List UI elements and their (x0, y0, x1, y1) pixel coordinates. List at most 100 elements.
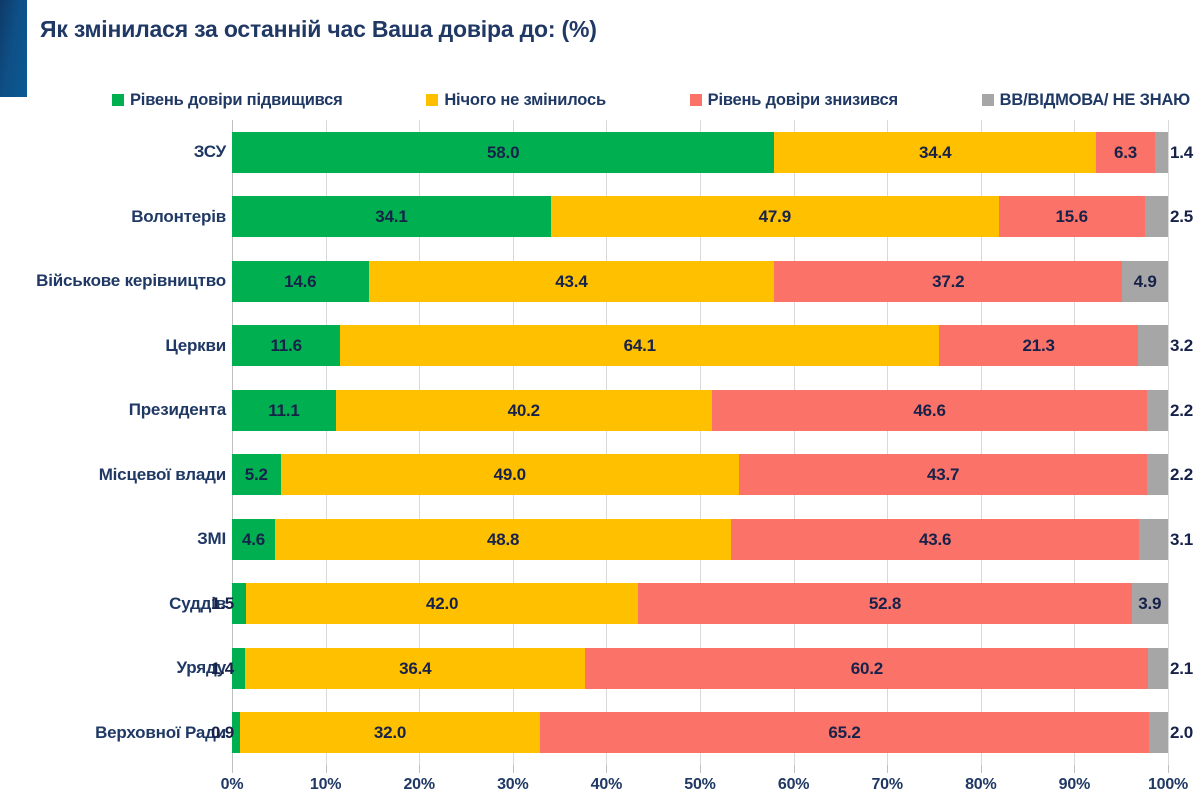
x-axis-tick-label: 30% (497, 776, 529, 793)
legend-swatch-gray (981, 94, 994, 106)
bar-value-label: 4.9 (1133, 271, 1157, 291)
chart-title: Як змінилася за останній час Ваша довіра… (40, 16, 597, 42)
bar-segment[interactable]: 2.0 (1149, 712, 1193, 754)
bar-segment[interactable]: 34.4 (774, 131, 1097, 173)
legend-item-0[interactable]: Рівень довіри підвищився (112, 91, 343, 110)
x-axis-tick-label: 40% (590, 776, 623, 793)
bar-value-label: 15.6 (1055, 207, 1088, 227)
stacked-bar-plot-area: 58.0 34.4 6.3 1.4 34.1 47.9 15.6 2.5 14.6 43.4 37.… (211, 120, 1193, 765)
gridline-30 (512, 120, 514, 765)
legend-item-label: Рівень довіри знизився (707, 90, 898, 109)
legend-item-2[interactable]: Рівень довіри знизився (689, 90, 898, 110)
bar-value-label: 34.4 (919, 142, 952, 162)
bar-row[interactable]: 34.1 47.9 15.6 2.5 (232, 196, 1193, 238)
gridline-40 (606, 120, 608, 765)
legend-item-label: Нічого не змінилось (444, 90, 606, 109)
legend-item-label: ВВ/ВІДМОВА/ НЕ ЗНАЮ (999, 90, 1191, 109)
bar-row[interactable]: 58.0 34.4 6.3 1.4 (232, 131, 1193, 173)
gridline-10 (325, 120, 327, 765)
bar-value-label: 46.6 (913, 400, 946, 420)
bar-row[interactable]: 1.4 36.4 60.2 2.1 (211, 647, 1193, 689)
bar-segment[interactable]: 32.0 (240, 712, 540, 754)
bar-segment[interactable]: 64.1 (340, 325, 940, 367)
bar-row[interactable]: 11.1 40.2 46.6 2.2 (232, 389, 1193, 431)
bar-segment[interactable]: 36.4 (245, 647, 586, 689)
x-axis-tick-label: 60% (777, 776, 810, 793)
bar-value-label: 37.2 (932, 271, 965, 291)
bar-segment[interactable]: 15.6 (998, 196, 1145, 238)
bar-segment[interactable]: 3.2 (1138, 325, 1193, 367)
bar-value-label: 49.0 (493, 465, 526, 485)
bar-segment[interactable]: 2.2 (1147, 454, 1193, 496)
bar-segment[interactable]: 3.1 (1139, 518, 1193, 560)
bar-value-label: 43.7 (926, 465, 960, 485)
decorative-accent-bar (0, 0, 27, 97)
bar-segment[interactable]: 42.0 (246, 583, 639, 625)
bar-segment[interactable]: 46.6 (711, 389, 1148, 431)
bar-segment[interactable]: 1.5 (211, 583, 246, 625)
bar-segment[interactable]: 43.7 (738, 454, 1148, 496)
bar-value-label: 47.9 (758, 207, 791, 227)
bar-value-label: 58.0 (487, 142, 520, 162)
bar-segment[interactable]: 43.6 (731, 518, 1139, 560)
bar-segment[interactable]: 4.9 (1122, 260, 1168, 302)
bar-segment[interactable]: 47.9 (550, 196, 999, 238)
bar-value-label: 0.9 (210, 723, 234, 743)
x-tick-mark-0 (232, 765, 233, 773)
bar-segment[interactable]: 48.8 (275, 518, 732, 560)
legend-item-1[interactable]: Нічого не змінилось (426, 91, 606, 110)
bar-value-label: 65.2 (828, 723, 861, 743)
bar-segment[interactable]: 2.5 (1144, 196, 1193, 238)
x-axis-tick-label: 80% (965, 776, 997, 793)
bar-row[interactable]: 0.9 32.0 65.2 2.0 (211, 712, 1193, 754)
bar-segment[interactable]: 49.0 (280, 454, 739, 496)
bar-segment[interactable]: 40.2 (335, 389, 712, 431)
gridline-90 (1074, 120, 1076, 765)
gridline-70 (887, 120, 889, 765)
gridline-80 (980, 120, 982, 765)
x-axis-tick-label: 10% (309, 776, 342, 793)
gridline-60 (793, 120, 795, 765)
bar-segment[interactable]: 1.4 (211, 647, 246, 689)
gridline-0 (232, 120, 233, 765)
bar-segment[interactable]: 5.2 (232, 454, 281, 496)
bar-segment[interactable]: 11.1 (232, 389, 336, 431)
legend-item-3[interactable]: ВВ/ВІДМОВА/ НЕ ЗНАЮ (981, 90, 1191, 110)
bar-value-label: 1.4 (210, 658, 234, 678)
bar-segment[interactable]: 65.2 (539, 712, 1150, 754)
bar-segment[interactable]: 60.2 (585, 647, 1149, 689)
bar-value-label: 36.4 (399, 658, 432, 678)
bar-row[interactable]: 5.2 49.0 43.7 2.2 (232, 454, 1193, 496)
bar-value-label: 34.1 (375, 207, 408, 227)
bar-segment[interactable]: 37.2 (774, 260, 1123, 302)
bar-segment[interactable]: 58.0 (232, 131, 775, 173)
bar-segment[interactable]: 21.3 (939, 325, 1139, 367)
x-axis-tick-label: 100% (1147, 776, 1189, 793)
bar-row[interactable]: 14.6 43.4 37.2 4.9 (232, 260, 1168, 302)
bar-segment[interactable]: 52.8 (638, 583, 1132, 625)
x-tick-mark-90 (1074, 765, 1076, 773)
bar-segment[interactable]: 14.6 (232, 260, 369, 302)
bar-segment[interactable]: 3.9 (1131, 583, 1168, 625)
bar-value-label: 42.0 (426, 594, 459, 614)
bar-segment[interactable]: 6.3 (1096, 131, 1155, 173)
x-axis-tick-label: 90% (1058, 776, 1091, 793)
bar-segment[interactable]: 0.9 (211, 712, 241, 754)
bar-segment[interactable]: 4.6 (232, 518, 275, 560)
bar-row[interactable]: 1.5 42.0 52.8 3.9 (211, 583, 1168, 625)
bar-row[interactable]: 4.6 48.8 43.6 3.1 (232, 518, 1193, 560)
bar-value-label: 1.5 (210, 594, 234, 614)
x-axis-tick-label: 50% (684, 776, 716, 793)
x-tick-mark-70 (887, 765, 889, 773)
bar-segment[interactable]: 1.4 (1154, 131, 1193, 173)
bar-value-label: 52.8 (868, 594, 902, 614)
bar-row[interactable]: 11.6 64.1 21.3 3.2 (232, 325, 1193, 367)
bar-value-label: 1.4 (1169, 142, 1194, 162)
x-axis-tick-label: 20% (403, 776, 435, 793)
bar-segment[interactable]: 43.4 (368, 260, 775, 302)
bar-segment[interactable]: 2.2 (1147, 389, 1193, 431)
bar-segment[interactable]: 11.6 (232, 325, 341, 367)
bar-segment[interactable]: 34.1 (232, 196, 551, 238)
bar-segment[interactable]: 2.1 (1148, 647, 1193, 689)
x-axis-tick-label: 0% (220, 776, 244, 793)
